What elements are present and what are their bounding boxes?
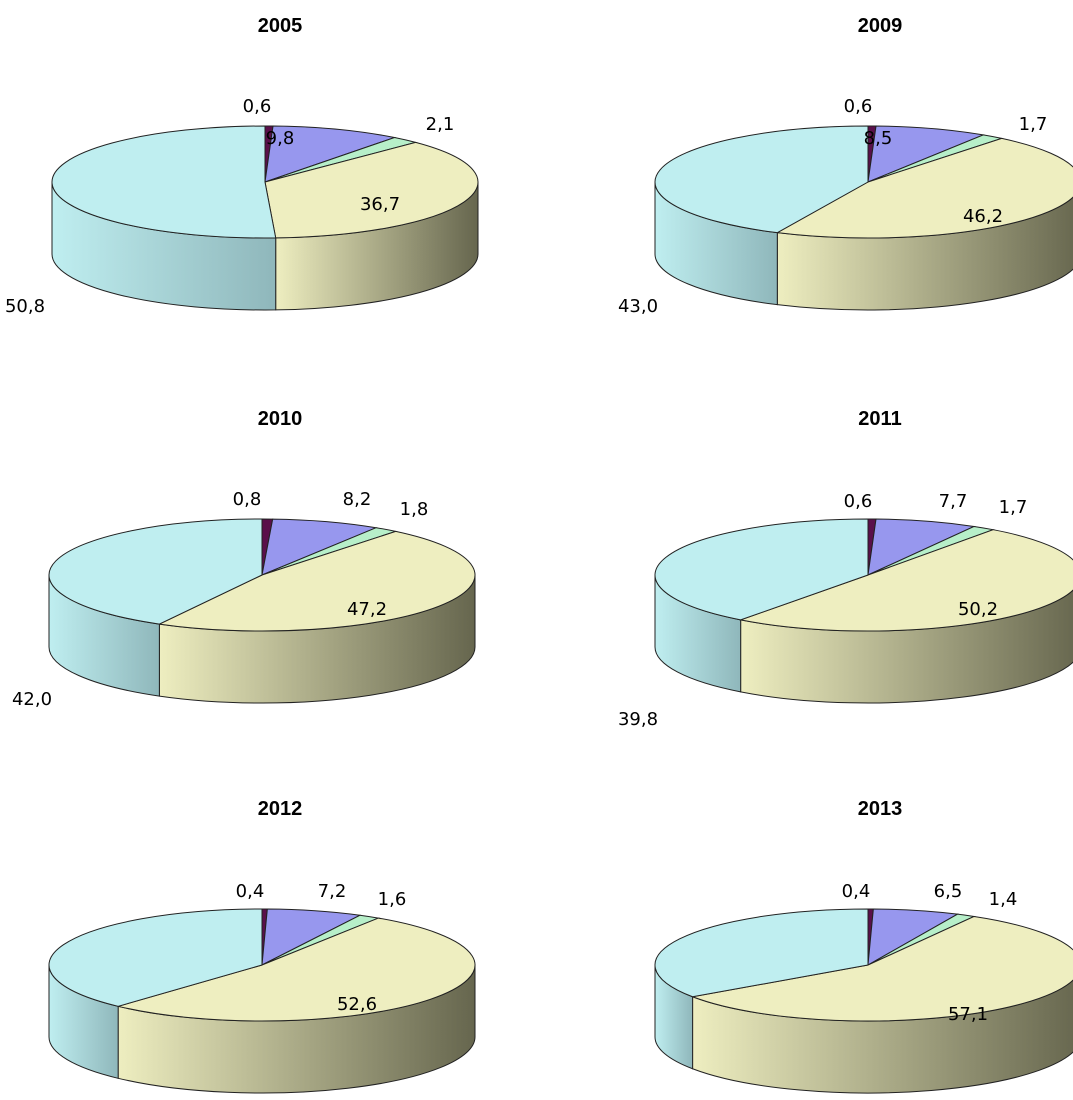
pie-slice-1 bbox=[867, 125, 986, 183]
data-label: 9,8 bbox=[266, 128, 295, 149]
chart-title: 2012 bbox=[258, 798, 303, 820]
pie-slice-4 bbox=[51, 125, 277, 239]
data-label: 6,5 bbox=[934, 881, 963, 902]
data-label: 1,7 bbox=[1019, 114, 1048, 135]
chart-title: 2013 bbox=[858, 798, 903, 820]
pie-chart-2011: 2011 0,6 7,7 1,7 50,2 39,8 bbox=[618, 408, 1073, 730]
chart-title: 2010 bbox=[258, 408, 303, 430]
pie-top bbox=[51, 125, 479, 239]
data-label: 50,8 bbox=[5, 296, 45, 317]
data-label: 1,7 bbox=[999, 497, 1028, 518]
data-label: 8,2 bbox=[343, 489, 372, 510]
data-label: 57,1 bbox=[948, 1004, 988, 1025]
pie-slice-3 bbox=[116, 917, 476, 1022]
pie-side-walls bbox=[654, 574, 1073, 704]
pie-top bbox=[654, 518, 1073, 632]
pie-top bbox=[48, 908, 476, 1022]
data-label: 7,7 bbox=[939, 491, 968, 512]
data-label: 36,7 bbox=[360, 194, 400, 215]
data-label: 0,4 bbox=[236, 881, 265, 902]
pie-slice-4 bbox=[654, 518, 869, 621]
pie-chart-2005: 2005 0,6 9,8 2,1 36,7 50,8 bbox=[5, 15, 479, 317]
pie-slice-4 bbox=[48, 908, 263, 1007]
data-label: 46,2 bbox=[963, 206, 1003, 227]
pie-slice-4 bbox=[48, 518, 263, 625]
pie-slice-4 bbox=[654, 125, 869, 234]
data-label: 0,6 bbox=[844, 96, 873, 117]
data-label: 47,2 bbox=[347, 599, 387, 620]
data-label: 1,8 bbox=[400, 499, 429, 520]
pie-slice-3 bbox=[264, 141, 479, 239]
data-label: 50,2 bbox=[958, 599, 998, 620]
pie-top bbox=[654, 908, 1073, 1022]
data-label: 0,4 bbox=[842, 881, 871, 902]
pie-slice-3 bbox=[690, 915, 1073, 1022]
data-label: 8,5 bbox=[864, 128, 893, 149]
pie-chart-2010: 2010 0,8 8,2 1,8 47,2 42,0 bbox=[12, 408, 476, 710]
pie-chart-2009: 2009 0,6 8,5 1,7 46,2 43,0 bbox=[618, 15, 1073, 317]
data-label: 42,0 bbox=[12, 689, 52, 710]
data-label: 0,8 bbox=[233, 489, 262, 510]
pie-side-walls bbox=[48, 574, 476, 704]
data-label: 39,8 bbox=[618, 709, 658, 730]
data-label: 1,6 bbox=[378, 889, 407, 910]
pie-top bbox=[654, 125, 1073, 239]
pie-slice-3 bbox=[738, 529, 1073, 632]
pie-side-walls bbox=[654, 964, 1073, 1094]
pie-slice-3 bbox=[157, 530, 476, 632]
data-label: 0,6 bbox=[844, 491, 873, 512]
pie-slice-1 bbox=[867, 518, 976, 576]
data-label: 2,1 bbox=[426, 114, 455, 135]
data-label: 7,2 bbox=[318, 881, 347, 902]
chart-title: 2005 bbox=[258, 15, 303, 37]
pie-slice-1 bbox=[261, 518, 378, 576]
pie-top bbox=[48, 518, 476, 632]
chart-title: 2011 bbox=[858, 408, 901, 430]
data-label: 43,0 bbox=[618, 296, 658, 317]
pie-slice-3 bbox=[775, 137, 1073, 239]
chart-title: 2009 bbox=[858, 15, 903, 37]
data-label: 52,6 bbox=[337, 994, 377, 1015]
data-label: 1,4 bbox=[989, 889, 1018, 910]
data-label: 0,6 bbox=[243, 96, 272, 117]
pie-slice-4 bbox=[654, 908, 869, 998]
pie-slice-1 bbox=[264, 125, 397, 183]
